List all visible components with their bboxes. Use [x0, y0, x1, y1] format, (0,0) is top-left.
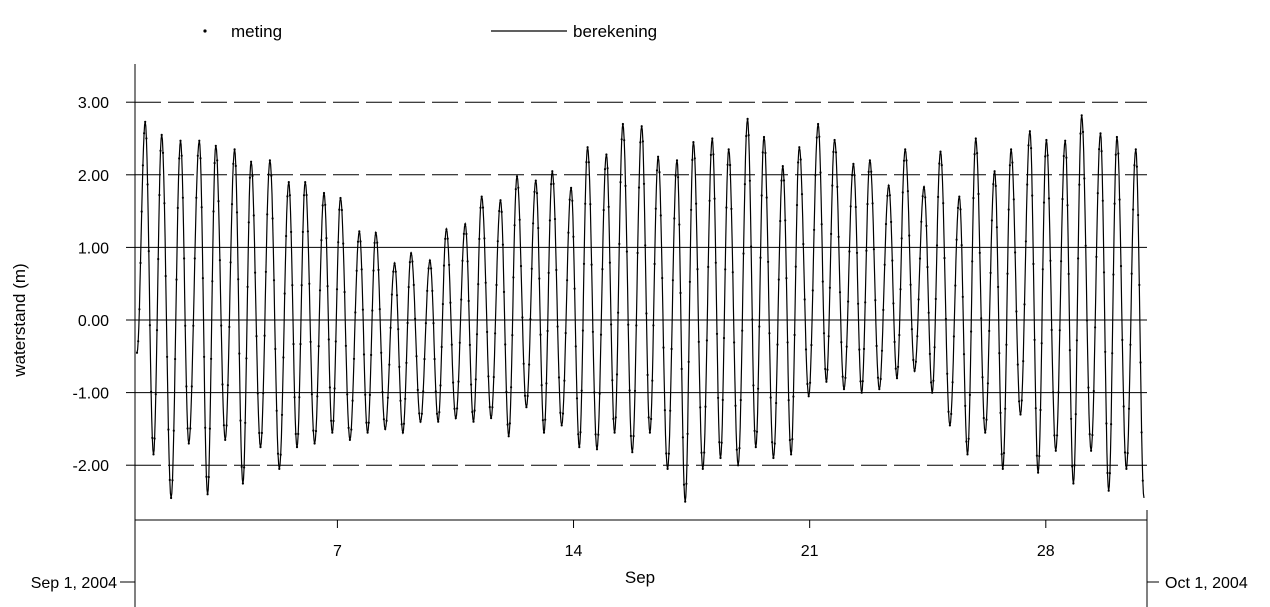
x-tick-label: 21 [801, 543, 819, 560]
x-axis-title: Sep [625, 568, 655, 587]
y-tick-label: 3.00 [78, 95, 109, 112]
x-tick-label: 14 [565, 543, 583, 560]
legend: meting berekening [203, 22, 657, 41]
x-end-label: Oct 1, 2004 [1165, 575, 1248, 592]
y-tick-label: -1.00 [73, 386, 110, 403]
series-berekening-line [136, 115, 1145, 502]
y-tick-label: 1.00 [78, 240, 109, 257]
legend-meting-marker [203, 29, 207, 33]
gridlines [135, 101, 1147, 466]
y-tick-label: -2.00 [73, 458, 110, 475]
legend-berekening-label: berekening [573, 22, 657, 41]
x-start-label: Sep 1, 2004 [31, 575, 117, 592]
axes [120, 64, 1159, 607]
legend-meting-label: meting [231, 22, 282, 41]
x-tick-label: 7 [333, 543, 342, 560]
series [135, 114, 1145, 503]
tick-labels: 3.00 2.00 1.00 0.00 -1.00 -2.00 7 14 21 28 Sep 1, … [31, 95, 1248, 592]
x-tick-label: 28 [1037, 543, 1055, 560]
y-axis-title: waterstand (m) [10, 263, 29, 377]
series-meting-points [135, 114, 1144, 503]
y-tick-label: 0.00 [78, 313, 109, 330]
y-tick-label: 2.00 [78, 168, 109, 185]
